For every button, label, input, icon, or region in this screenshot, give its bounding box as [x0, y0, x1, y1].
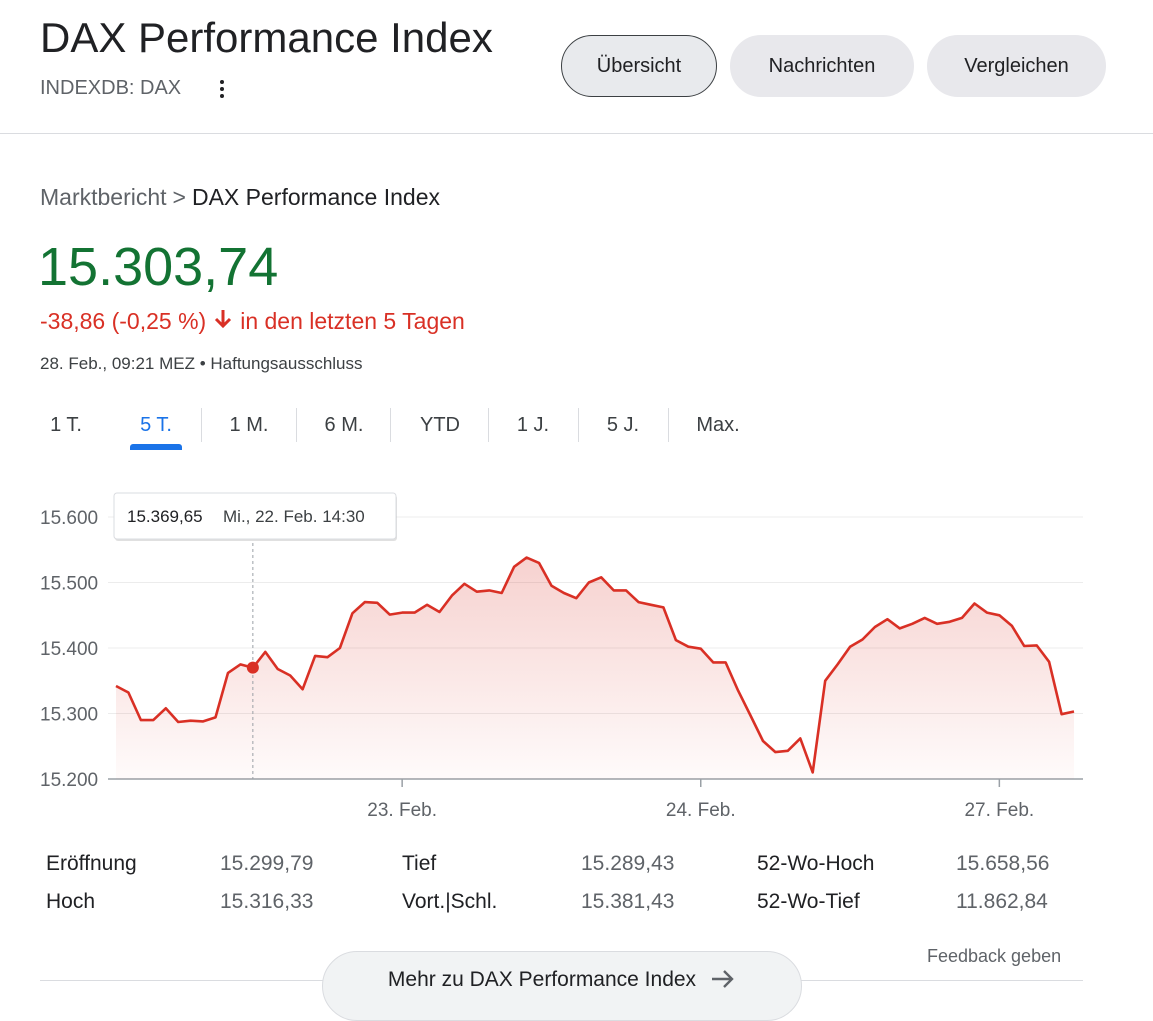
series-area	[116, 557, 1074, 779]
y-tick-label: 15.500	[40, 574, 98, 595]
range-tab-5y[interactable]: 5 J.	[606, 413, 640, 436]
range-separator	[390, 408, 391, 442]
range-separator	[578, 408, 579, 442]
stat-label-52w-low: 52-Wo-Tief	[757, 890, 860, 913]
more-about-label: Mehr zu DAX Performance Index	[387, 968, 697, 991]
stat-value-52w-high: 15.658,56	[956, 852, 1050, 875]
stat-value-52w-low: 11.862,84	[956, 890, 1048, 913]
range-separator	[201, 408, 202, 442]
range-tab-max[interactable]: Max.	[696, 413, 740, 436]
stat-label-52w-high: 52-Wo-Hoch	[757, 852, 875, 875]
range-tab-ytd[interactable]: YTD	[420, 413, 460, 436]
arrow-right-icon	[710, 967, 736, 991]
stat-value-high: 15.316,33	[220, 890, 314, 913]
x-tick-label: 24. Feb.	[666, 800, 736, 821]
stat-label-open: Eröffnung	[46, 852, 137, 875]
arrow-down-icon	[214, 308, 232, 335]
x-tick-label: 27. Feb.	[964, 800, 1034, 821]
range-tab-1y[interactable]: 1 J.	[516, 413, 550, 436]
stat-label-high: Hoch	[46, 890, 96, 913]
current-price: 15.303,74	[38, 237, 279, 297]
y-tick-label: 15.200	[40, 770, 98, 791]
change-period: in den letzten 5 Tagen	[240, 308, 465, 334]
quote-timestamp[interactable]: 28. Feb., 09:21 MEZ • Haftungsausschluss	[40, 354, 363, 373]
stat-value-open: 15.299,79	[220, 852, 314, 875]
overview-button[interactable]: Übersicht	[561, 35, 717, 97]
more-about-button[interactable]: Mehr zu DAX Performance Index	[322, 951, 802, 1021]
tooltip-box	[113, 492, 397, 540]
range-separator	[488, 408, 489, 442]
price-chart[interactable]: 15.200 15.300 15.400 15.500 15.600 23. Feb. 24…	[0, 470, 1153, 830]
series-line	[115, 556, 1075, 774]
breadcrumb: Marktbericht > DAX Performance Index	[40, 184, 440, 211]
feedback-link[interactable]: Feedback geben	[927, 946, 1062, 966]
range-separator	[296, 408, 297, 442]
stat-value-low: 15.289,43	[581, 852, 675, 875]
header: DAX Performance Index INDEXDB: DAX Übers…	[0, 0, 1153, 134]
tooltip-label: Mi., 22. Feb. 14:30	[223, 507, 365, 526]
price-change: -38,86 (-0,25 %) in den letzten 5 Tagen	[40, 308, 465, 335]
y-tick-label: 15.600	[40, 508, 98, 529]
news-button[interactable]: Nachrichten	[730, 35, 914, 97]
y-tick-label: 15.300	[40, 705, 98, 726]
change-value: -38,86 (-0,25 %)	[40, 308, 207, 334]
breadcrumb-separator: >	[172, 184, 186, 210]
breadcrumb-market-report-link[interactable]: Marktbericht	[40, 184, 167, 210]
stat-label-prev-close: Vort.|Schl.	[402, 890, 498, 913]
hover-dot	[246, 661, 259, 674]
range-tab-5d[interactable]: 5 T.	[140, 413, 172, 436]
breadcrumb-current: DAX Performance Index	[191, 184, 440, 210]
stats-table: Eröffnung 15.299,79 Hoch 15.316,33 Tief …	[0, 850, 1153, 920]
tooltip-value: 15.369,65	[127, 507, 203, 526]
range-tab-1m[interactable]: 1 M.	[229, 413, 269, 436]
stat-value-prev-close: 15.381,43	[581, 890, 675, 913]
ticker-subtitle: INDEXDB: DAX	[40, 77, 182, 99]
range-tab-6m[interactable]: 6 M.	[324, 413, 364, 436]
page-title: DAX Performance Index	[40, 14, 493, 61]
stat-label-low: Tief	[402, 852, 437, 875]
y-tick-label: 15.400	[40, 639, 98, 660]
range-tab-1d[interactable]: 1 T.	[50, 413, 82, 436]
range-separator	[668, 408, 669, 442]
more-vert-icon[interactable]	[212, 78, 232, 100]
range-tab-selected-indicator	[130, 444, 182, 450]
compare-button[interactable]: Vergleichen	[927, 35, 1106, 97]
x-tick-label: 23. Feb.	[367, 800, 437, 821]
